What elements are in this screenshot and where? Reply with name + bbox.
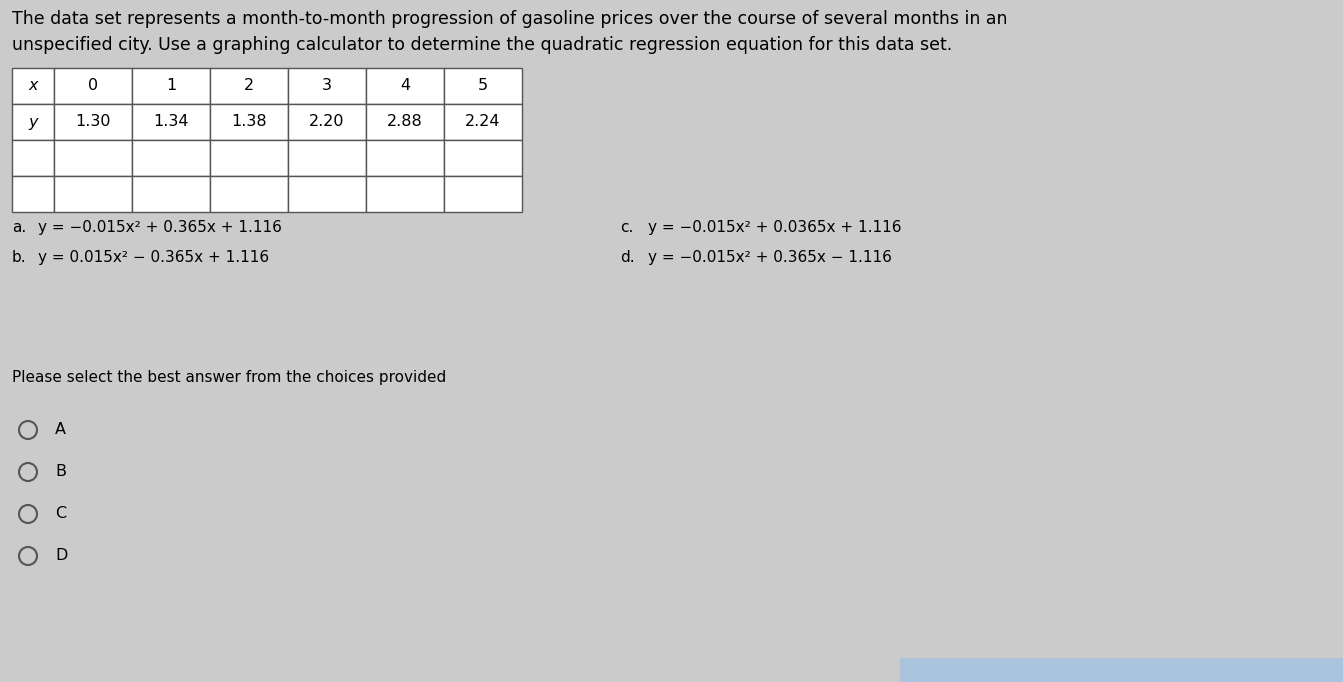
Text: B: B: [55, 464, 66, 479]
Text: 3: 3: [322, 78, 332, 93]
Text: y = −0.015x² + 0.365x + 1.116: y = −0.015x² + 0.365x + 1.116: [38, 220, 282, 235]
Bar: [12, 68, 54, 104]
Text: C: C: [55, 507, 66, 522]
Text: The data set represents a month-to-month progression of gasoline prices over the: The data set represents a month-to-month…: [12, 10, 1007, 28]
Bar: [367, 68, 445, 104]
Text: a.: a.: [12, 220, 27, 235]
Text: y: y: [28, 115, 38, 130]
Text: D: D: [55, 548, 67, 563]
Bar: [367, 140, 445, 176]
Bar: [445, 104, 522, 140]
Text: y = −0.015x² + 0.0365x + 1.116: y = −0.015x² + 0.0365x + 1.116: [649, 220, 901, 235]
Text: 0: 0: [87, 78, 98, 93]
Bar: [367, 176, 445, 212]
Bar: [54, 104, 132, 140]
Bar: [132, 176, 210, 212]
Bar: [210, 140, 287, 176]
Bar: [210, 176, 287, 212]
Text: unspecified city. Use a graphing calculator to determine the quadratic regressio: unspecified city. Use a graphing calcula…: [12, 36, 952, 54]
Bar: [210, 68, 287, 104]
Text: y = −0.015x² + 0.365x − 1.116: y = −0.015x² + 0.365x − 1.116: [649, 250, 892, 265]
Bar: [287, 68, 367, 104]
Text: Please select the best answer from the choices provided: Please select the best answer from the c…: [12, 370, 446, 385]
Bar: [54, 176, 132, 212]
Text: A: A: [55, 423, 66, 437]
Text: y = 0.015x² − 0.365x + 1.116: y = 0.015x² − 0.365x + 1.116: [38, 250, 269, 265]
Text: 4: 4: [400, 78, 410, 93]
Text: 2: 2: [244, 78, 254, 93]
Text: 2.88: 2.88: [387, 115, 423, 130]
Bar: [12, 140, 54, 176]
Text: 1.34: 1.34: [153, 115, 189, 130]
Bar: [445, 140, 522, 176]
Bar: [445, 176, 522, 212]
Bar: [367, 104, 445, 140]
Text: 1.38: 1.38: [231, 115, 267, 130]
Bar: [132, 140, 210, 176]
Bar: [12, 104, 54, 140]
Bar: [132, 104, 210, 140]
Bar: [132, 68, 210, 104]
Text: c.: c.: [620, 220, 634, 235]
Bar: [54, 68, 132, 104]
Text: b.: b.: [12, 250, 27, 265]
Bar: [900, 658, 1343, 682]
Text: 2.24: 2.24: [465, 115, 501, 130]
Text: 2.20: 2.20: [309, 115, 345, 130]
Bar: [287, 176, 367, 212]
Text: 1: 1: [167, 78, 176, 93]
Bar: [287, 104, 367, 140]
Bar: [210, 104, 287, 140]
Bar: [445, 68, 522, 104]
Text: d.: d.: [620, 250, 635, 265]
Text: 5: 5: [478, 78, 488, 93]
Text: x: x: [28, 78, 38, 93]
Bar: [54, 140, 132, 176]
Bar: [287, 140, 367, 176]
Text: 1.30: 1.30: [75, 115, 110, 130]
Bar: [12, 176, 54, 212]
